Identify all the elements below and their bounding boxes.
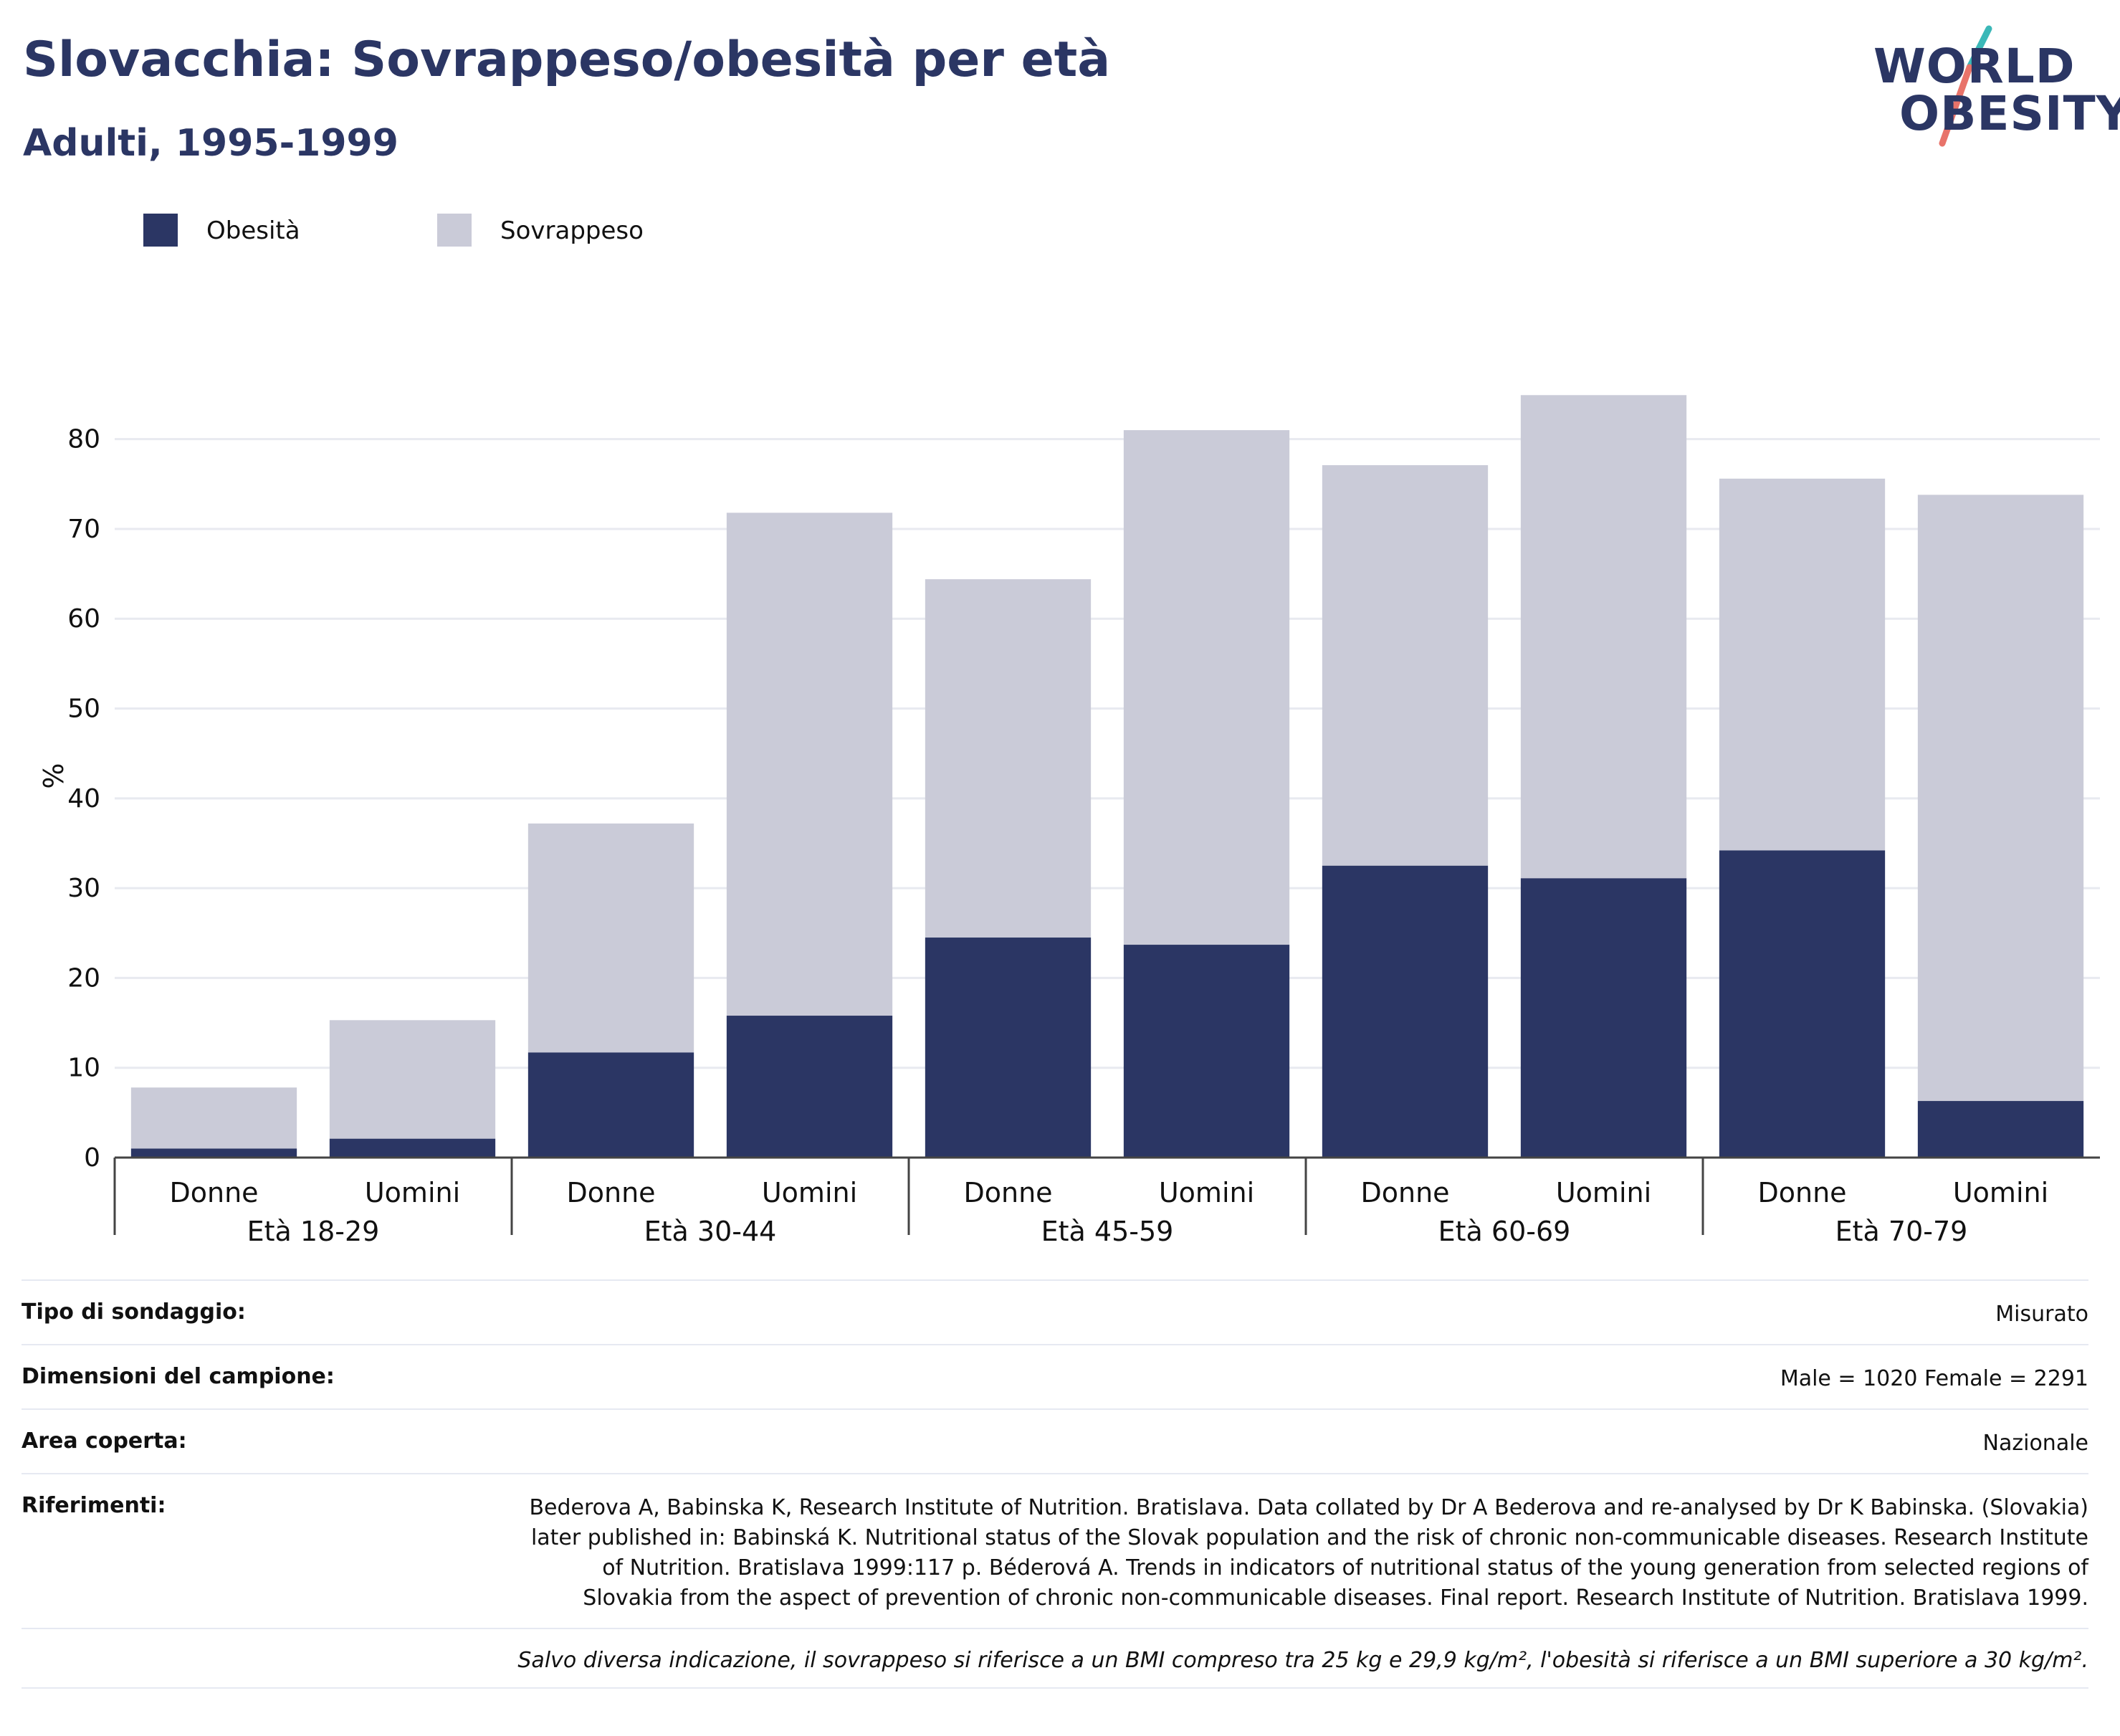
chart-subtitle: Adulti, 1995-1999 (23, 122, 398, 165)
bar-obesity (1322, 865, 1489, 1158)
meta-row-references: Riferimenti: Bederova A, Babinska K, Res… (22, 1473, 2088, 1628)
meta-key: Tipo di sondaggio: (22, 1299, 246, 1325)
x-tick-label-sex: Uomini (365, 1177, 460, 1208)
x-group-label: Età 70-79 (1835, 1216, 1968, 1247)
logo-slash-icon (1939, 25, 1992, 147)
bar-obesity (329, 1138, 496, 1158)
legend-label-overweight: Sovrappeso (500, 216, 644, 245)
x-tick-label-sex: Uomini (1953, 1177, 2048, 1208)
x-group-label: Età 45-59 (1041, 1216, 1174, 1247)
bar-obesity (1719, 850, 1886, 1158)
bmi-definition-note: Salvo diversa indicazione, il sovrappeso… (22, 1628, 2088, 1689)
x-group-label: Età 60-69 (1438, 1216, 1571, 1247)
y-axis-label: % (38, 763, 70, 788)
x-group-label: Età 18-29 (247, 1216, 380, 1247)
x-tick-label-sex: Uomini (1556, 1177, 1651, 1208)
y-tick-label: 0 (84, 1143, 100, 1173)
bar-obesity (1917, 1101, 2084, 1158)
meta-value: Nazionale (1982, 1431, 2088, 1456)
x-tick-label-sex: Donne (1360, 1177, 1449, 1208)
y-tick-label: 20 (67, 963, 100, 993)
meta-key: Riferimenti: (22, 1493, 166, 1518)
meta-key: Dimensioni del campione: (22, 1364, 335, 1389)
legend-swatch-overweight (437, 214, 472, 247)
x-tick-label-sex: Donne (963, 1177, 1052, 1208)
meta-value: Male = 1020 Female = 2291 (1780, 1366, 2088, 1391)
logo-line-1: WORLD (1873, 39, 2076, 94)
x-tick-label-sex: Donne (566, 1177, 655, 1208)
bar-obesity (527, 1052, 694, 1158)
meta-row-sample-size: Dimensioni del campione: Male = 1020 Fem… (22, 1344, 2088, 1408)
y-tick-label: 50 (67, 695, 100, 724)
meta-value: Misurato (1995, 1302, 2088, 1327)
meta-key: Area coperta: (22, 1429, 187, 1454)
y-tick-label: 60 (67, 604, 100, 634)
y-tick-label: 30 (67, 874, 100, 903)
bar-overweight (1123, 430, 1290, 945)
meta-row-area: Area coperta: Nazionale (22, 1408, 2088, 1473)
meta-row-survey-type: Tipo di sondaggio: Misurato (22, 1279, 2088, 1344)
x-group-label: Età 30-44 (644, 1216, 777, 1247)
y-tick-label: 10 (67, 1054, 100, 1083)
bar-obesity (1123, 945, 1290, 1158)
x-tick-label-sex: Donne (1757, 1177, 1846, 1208)
bar-obesity (925, 938, 1092, 1158)
bar-obesity (726, 1016, 893, 1158)
bar-overweight (1917, 495, 2084, 1102)
bar-overweight (1520, 395, 1687, 879)
x-tick-label-sex: Uomini (762, 1177, 857, 1208)
bar-overweight (329, 1020, 496, 1139)
bar-obesity (1520, 878, 1687, 1158)
chart-title: Slovacchia: Sovrappeso/obesità per età (23, 32, 1111, 88)
bar-overweight (527, 823, 694, 1053)
legend-label-obesity: Obesità (206, 216, 300, 245)
y-tick-label: 70 (67, 515, 100, 544)
survey-metadata: Tipo di sondaggio: Misurato Dimensioni d… (22, 1279, 2088, 1689)
bar-overweight (925, 579, 1092, 938)
bar-overweight (130, 1087, 297, 1149)
bar-overweight (1719, 478, 1886, 851)
bar-overweight (1322, 464, 1489, 866)
y-tick-label: 40 (67, 784, 100, 814)
y-tick-label: 80 (67, 425, 100, 454)
bar-obesity (130, 1148, 297, 1158)
x-tick-label-sex: Donne (169, 1177, 258, 1208)
logo-line-2: OBESITY (1899, 86, 2120, 141)
world-obesity-logo: WORLD OBESITY (1863, 22, 2120, 151)
meta-value: Bederova A, Babinska K, Research Institu… (529, 1495, 2088, 1611)
legend-swatch-obesity (143, 214, 178, 247)
stacked-bar-chart: Obesità Sovrappeso 0 10 20 30 40 50 60 70 80% Donne… (38, 214, 2100, 1247)
x-tick-label-sex: Uomini (1159, 1177, 1254, 1208)
bar-overweight (726, 512, 893, 1016)
